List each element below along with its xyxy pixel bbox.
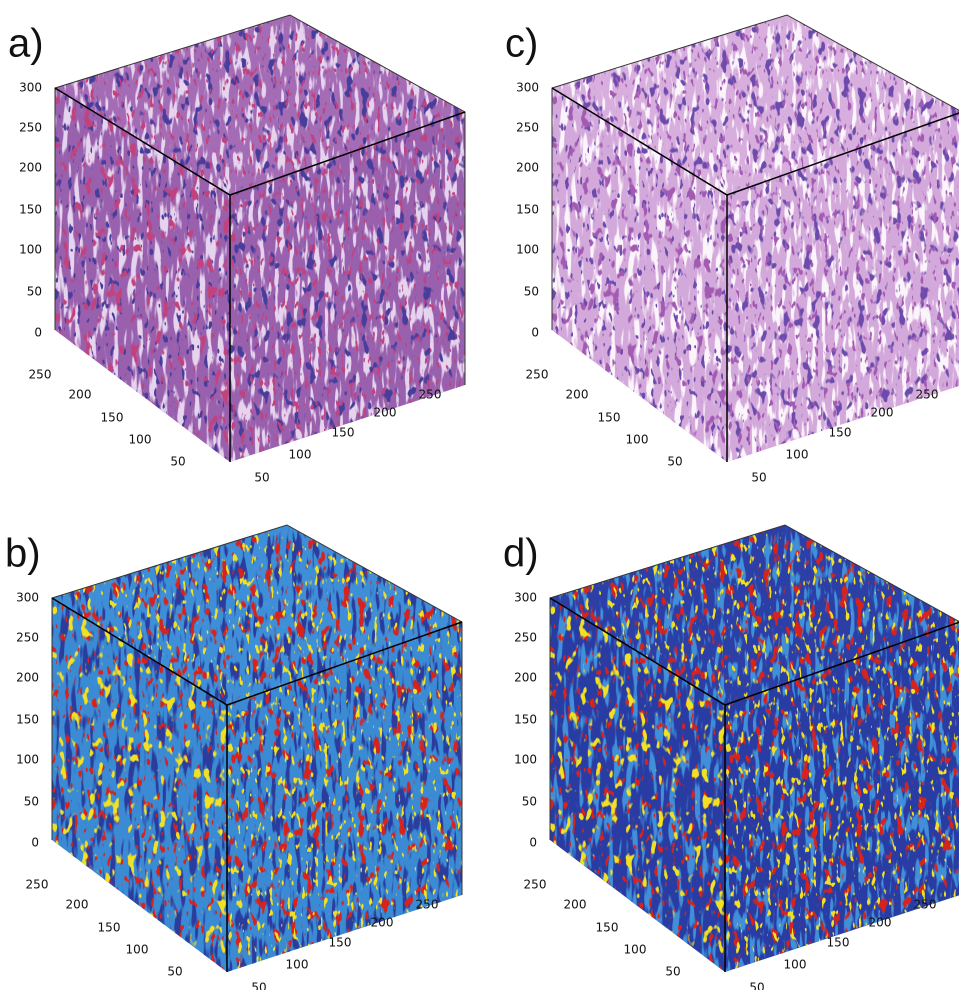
- depth-tick-label: 100: [624, 943, 647, 957]
- vertical-tick-label: 300: [16, 591, 39, 605]
- vertical-tick-label: 150: [514, 713, 537, 727]
- figure: a) 300 250 200 150 100 50 0 250 200 150 100 50 50 100 1…: [0, 0, 959, 990]
- width-tick-label: 250: [914, 898, 937, 912]
- vertical-tick-label: 50: [27, 285, 42, 299]
- width-tick-label: 150: [332, 426, 355, 440]
- width-tick-label: 100: [286, 958, 309, 972]
- depth-tick-label: 200: [564, 898, 587, 912]
- width-tick-label: 100: [784, 958, 807, 972]
- depth-tick-label: 100: [129, 433, 152, 447]
- vertical-tick-label: 0: [529, 836, 537, 850]
- vertical-tick-label: 200: [516, 161, 539, 175]
- depth-tick-label: 50: [167, 965, 182, 979]
- vertical-tick-label: 250: [516, 121, 539, 135]
- cube: [550, 525, 959, 972]
- cube: [52, 525, 462, 972]
- depth-tick-label: 100: [126, 943, 149, 957]
- width-tick-label: 50: [749, 981, 764, 990]
- vertical-tick-label: 200: [16, 671, 39, 685]
- vertical-tick-label: 0: [34, 326, 42, 340]
- cube: [55, 15, 465, 462]
- depth-tick-label: 50: [170, 455, 185, 469]
- width-tick-label: 200: [374, 406, 397, 420]
- width-tick-label: 250: [419, 388, 442, 402]
- depth-tick-label: 250: [29, 368, 52, 382]
- vertical-tick-label: 300: [514, 591, 537, 605]
- depth-tick-label: 150: [596, 921, 619, 935]
- vertical-tick-label: 100: [516, 243, 539, 257]
- width-tick-label: 150: [329, 936, 352, 950]
- width-tick-label: 50: [254, 471, 269, 485]
- vertical-tick-label: 50: [24, 795, 39, 809]
- vertical-tick-label: 150: [16, 713, 39, 727]
- width-tick-label: 250: [916, 388, 939, 402]
- depth-tick-label: 200: [566, 388, 589, 402]
- width-tick-label: 150: [829, 426, 852, 440]
- depth-tick-label: 100: [626, 433, 649, 447]
- panel-label: b): [5, 532, 41, 576]
- depth-tick-label: 250: [26, 878, 49, 892]
- depth-tick-label: 50: [665, 965, 680, 979]
- panel-c: c) 300 250 200 150 100 50 0 250 200 150 100 50 50 100 1…: [505, 15, 959, 485]
- width-tick-label: 50: [251, 981, 266, 990]
- depth-tick-label: 150: [598, 411, 621, 425]
- depth-tick-label: 250: [526, 368, 549, 382]
- vertical-tick-label: 100: [19, 243, 42, 257]
- width-tick-label: 200: [869, 916, 892, 930]
- vertical-tick-label: 50: [524, 285, 539, 299]
- panel-label: a): [8, 22, 44, 66]
- panel-d: d) 300 250 200 150 100 50 0 250 200 150 100 50 50 100 1…: [503, 525, 959, 990]
- vertical-tick-label: 100: [514, 753, 537, 767]
- depth-tick-label: 250: [524, 878, 547, 892]
- vertical-tick-label: 200: [514, 671, 537, 685]
- panel-a: a) 300 250 200 150 100 50 0 250 200 150 100 50 50 100 1…: [8, 15, 465, 485]
- vertical-tick-label: 0: [531, 326, 539, 340]
- width-tick-label: 250: [416, 898, 439, 912]
- width-tick-label: 200: [871, 406, 894, 420]
- width-tick-label: 150: [827, 936, 850, 950]
- vertical-tick-label: 0: [31, 836, 39, 850]
- vertical-tick-label: 300: [19, 81, 42, 95]
- depth-tick-label: 200: [69, 388, 92, 402]
- depth-tick-label: 50: [667, 455, 682, 469]
- width-tick-label: 50: [751, 471, 766, 485]
- panel-b: b) 300 250 200 150 100 50 0 250 200 150 100 50 50 100 1…: [5, 525, 462, 990]
- vertical-tick-label: 50: [522, 795, 537, 809]
- width-tick-label: 100: [786, 448, 809, 462]
- width-tick-label: 200: [371, 916, 394, 930]
- vertical-tick-label: 100: [16, 753, 39, 767]
- depth-tick-label: 150: [101, 411, 124, 425]
- vertical-tick-label: 150: [19, 203, 42, 217]
- vertical-tick-label: 250: [19, 121, 42, 135]
- vertical-tick-label: 300: [516, 81, 539, 95]
- panel-label: c): [505, 22, 538, 66]
- panel-label: d): [503, 532, 539, 576]
- depth-tick-label: 200: [66, 898, 89, 912]
- width-tick-label: 100: [289, 448, 312, 462]
- vertical-tick-label: 150: [516, 203, 539, 217]
- cube: [552, 15, 959, 462]
- depth-tick-label: 150: [98, 921, 121, 935]
- vertical-tick-label: 200: [19, 161, 42, 175]
- vertical-tick-label: 250: [16, 631, 39, 645]
- vertical-tick-label: 250: [514, 631, 537, 645]
